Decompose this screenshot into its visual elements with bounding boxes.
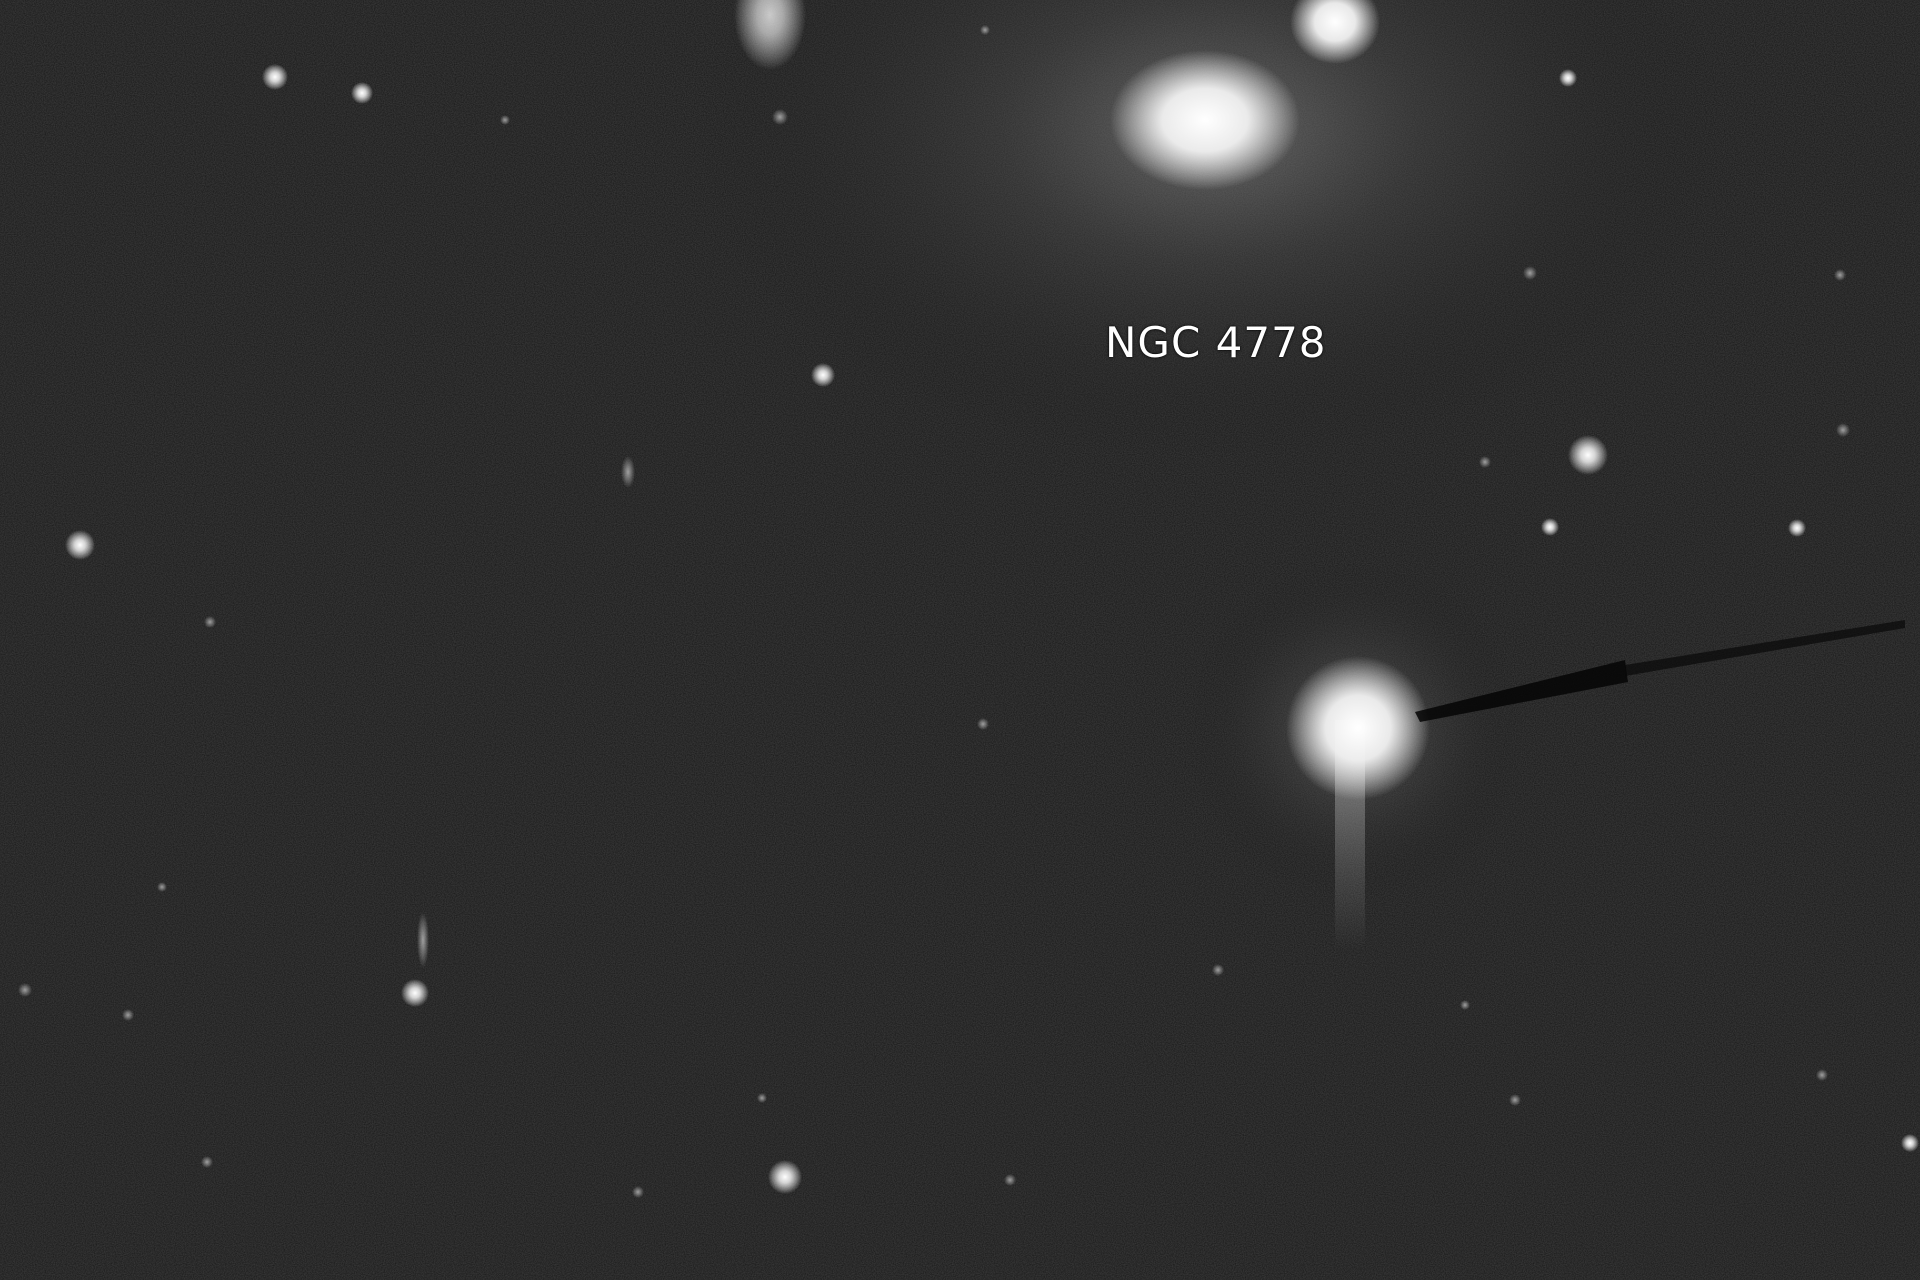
faint-star <box>201 1156 213 1168</box>
faint-star <box>204 616 216 628</box>
faint-star <box>1834 269 1846 281</box>
star <box>65 530 95 560</box>
faint-galaxy <box>417 912 429 968</box>
star <box>811 363 835 387</box>
faint-star <box>1816 1069 1828 1081</box>
galaxy-group-label: NGC 4778 <box>1105 318 1327 367</box>
faint-star <box>1509 1094 1521 1106</box>
faint-galaxy <box>621 456 635 488</box>
star <box>1541 518 1559 536</box>
faint-star <box>1004 1174 1016 1186</box>
galaxy-upper-left <box>734 0 806 70</box>
star <box>262 64 288 90</box>
bright-star-bleed-trail-faint <box>1625 620 1905 676</box>
star <box>1901 1134 1919 1152</box>
faint-star <box>1523 266 1537 280</box>
faint-star <box>772 109 788 125</box>
faint-star <box>757 1093 767 1103</box>
faint-star <box>977 718 989 730</box>
faint-star <box>632 1186 644 1198</box>
faint-star <box>1212 964 1224 976</box>
faint-star <box>1836 423 1850 437</box>
galaxy-group-halo <box>690 0 1730 460</box>
star <box>768 1160 802 1194</box>
galaxy-core-upper-right <box>1290 0 1380 64</box>
bright-star <box>1286 656 1430 800</box>
faint-star <box>1479 456 1491 468</box>
faint-star <box>1460 1000 1470 1010</box>
star <box>401 979 429 1007</box>
star <box>1788 519 1806 537</box>
faint-star <box>122 1009 134 1021</box>
bright-star-bleed-trail <box>1415 660 1628 722</box>
faint-star <box>18 983 32 997</box>
faint-star <box>157 882 167 892</box>
star <box>1559 69 1577 87</box>
galaxy-core-central <box>1110 50 1300 190</box>
faint-star <box>980 25 990 35</box>
faint-star <box>500 115 510 125</box>
star <box>1568 435 1608 475</box>
star <box>351 82 373 104</box>
